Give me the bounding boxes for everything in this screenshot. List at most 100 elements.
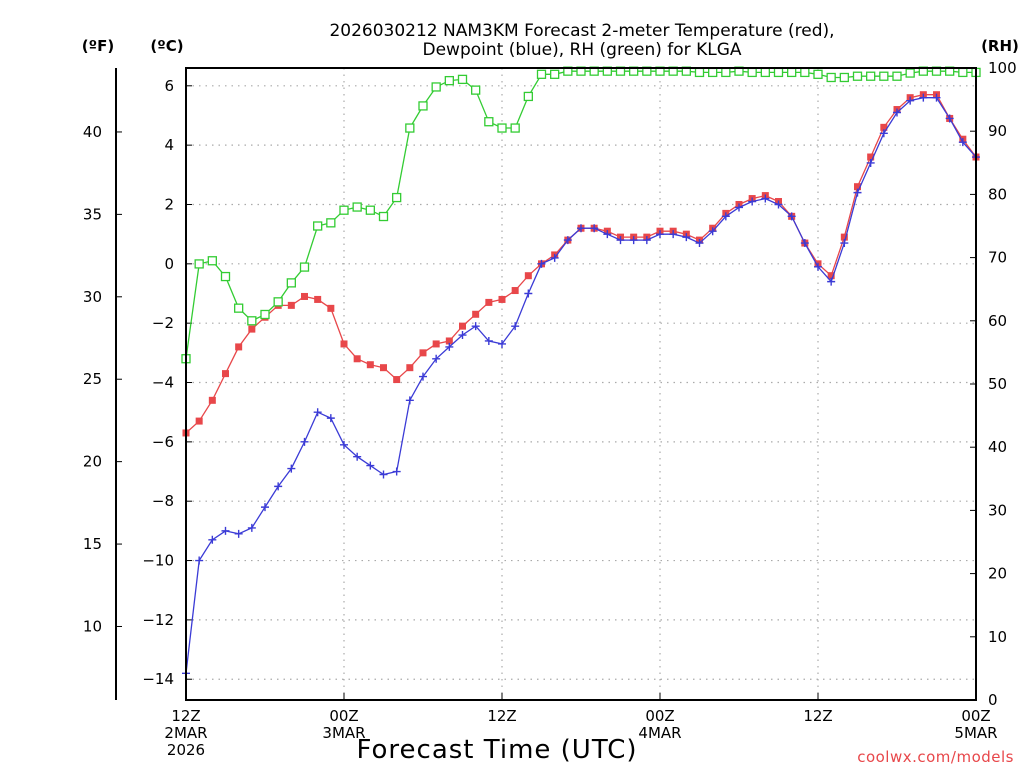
celsius-tick-label: −6 — [152, 433, 174, 451]
dewpoint-point — [721, 212, 730, 221]
dewpoint-point — [945, 114, 954, 123]
rh-point — [813, 69, 823, 79]
fahrenheit-axis: 40 35 30 25 20 15 10 — [83, 123, 122, 635]
time-tick-label: 2026 — [167, 741, 205, 759]
temperature-point — [498, 295, 506, 303]
dewpoint-point — [366, 461, 375, 470]
rh-tick-label: 80 — [988, 185, 1007, 203]
time-tick-label: 2MAR — [164, 724, 207, 742]
celsius-tick-label: −2 — [152, 314, 174, 332]
plot-frame — [185, 67, 977, 701]
dewpoint-point — [590, 224, 599, 233]
rh-point — [365, 205, 375, 215]
dewpoint-point — [787, 212, 796, 221]
rh-point — [760, 67, 770, 78]
rh-point — [418, 101, 428, 111]
dewpoint-point — [326, 414, 335, 423]
dewpoint-point — [471, 322, 480, 331]
dewpoint-point — [748, 197, 757, 206]
rh-tick-label: 40 — [988, 438, 1007, 456]
dewpoint-point — [932, 93, 941, 102]
rh-tick-label: 70 — [988, 249, 1007, 267]
dewpoint-point — [879, 129, 888, 138]
temperature-point — [459, 322, 466, 330]
dewpoint-point — [234, 529, 243, 538]
time-tick-label: 3MAR — [322, 724, 365, 742]
temperature-point — [485, 298, 493, 306]
celsius-tick-label: −8 — [152, 492, 174, 510]
rh-point — [220, 271, 231, 282]
dewpoint-point — [735, 203, 743, 212]
temperature-point — [419, 349, 427, 357]
dewpoint-point — [340, 440, 348, 449]
dewpoint-point — [603, 230, 612, 239]
dewpoint-point — [866, 158, 875, 167]
dewpoint-point — [221, 526, 230, 535]
dewpoint-point — [445, 342, 454, 351]
grid-lines — [186, 68, 976, 700]
rh-point — [352, 202, 362, 212]
temperature-point — [208, 396, 216, 404]
rh-point — [378, 211, 389, 222]
rh-point — [510, 123, 520, 133]
time-tick-label: 12Z — [171, 707, 200, 725]
time-tick-label: 5MAR — [954, 724, 997, 742]
dewpoint-point — [484, 336, 493, 345]
dewpoint-point — [893, 108, 901, 117]
rh-tick-label: 100 — [988, 59, 1017, 77]
temperature-point — [195, 417, 203, 425]
fahrenheit-tick-label: 40 — [83, 123, 102, 141]
time-tick-label: 00Z — [961, 707, 990, 725]
dewpoint-point — [511, 322, 520, 331]
dewpoint-point — [524, 289, 533, 298]
fahrenheit-tick-label: 35 — [83, 205, 102, 223]
time-tick-label: 12Z — [803, 707, 832, 725]
rh-point — [550, 69, 560, 79]
dewpoint-point — [906, 96, 915, 105]
rh-tick-label: 50 — [988, 375, 1007, 393]
dewpoint-point — [814, 262, 822, 271]
temperature-point — [432, 340, 440, 348]
temperature-point — [827, 272, 835, 280]
dewpoint-point — [827, 277, 836, 286]
rh-point — [457, 74, 468, 85]
temperature-point — [854, 183, 861, 191]
rh-point — [826, 72, 836, 83]
rh-point — [405, 123, 415, 133]
dewpoint-point — [405, 396, 414, 405]
rh-point — [194, 259, 204, 269]
rh-tick-label: 10 — [988, 628, 1007, 646]
dewpoint-point — [287, 464, 296, 473]
rh-unit-label: (RH) — [981, 37, 1019, 55]
temperature-point — [248, 325, 256, 333]
rh-point — [852, 71, 863, 81]
rh-tick-label: 0 — [988, 691, 998, 709]
credit-text: coolwx.com/models — [857, 748, 1014, 766]
rh-point — [694, 67, 705, 78]
temperature-point — [511, 287, 519, 295]
rh-point — [800, 67, 810, 78]
temperature-point — [301, 292, 308, 300]
rh-point — [892, 71, 902, 81]
dewpoint-point — [432, 354, 441, 363]
rh-point — [523, 91, 533, 102]
dewpoint-point — [550, 253, 559, 262]
dewpoint-point — [274, 482, 283, 491]
temperature-point — [840, 233, 848, 241]
dewpoint-point — [919, 93, 928, 102]
dewpoint-point — [774, 200, 783, 209]
rh-point — [260, 309, 270, 320]
chart-title-line-1: 2026030212 NAM3KM Forecast 2-meter Tempe… — [329, 21, 834, 41]
dewpoint-point — [195, 556, 204, 565]
fahrenheit-tick-label: 10 — [83, 617, 102, 635]
time-tick-label: 4MAR — [638, 724, 681, 742]
rh-point — [721, 67, 731, 78]
temperature-point — [235, 343, 243, 351]
dewpoint-point — [247, 523, 256, 532]
temperature-point — [380, 364, 387, 372]
fahrenheit-tick-label: 30 — [83, 288, 102, 306]
series-rh — [181, 66, 981, 364]
temperature-point — [880, 123, 888, 131]
celsius-tick-label: −12 — [142, 611, 174, 629]
